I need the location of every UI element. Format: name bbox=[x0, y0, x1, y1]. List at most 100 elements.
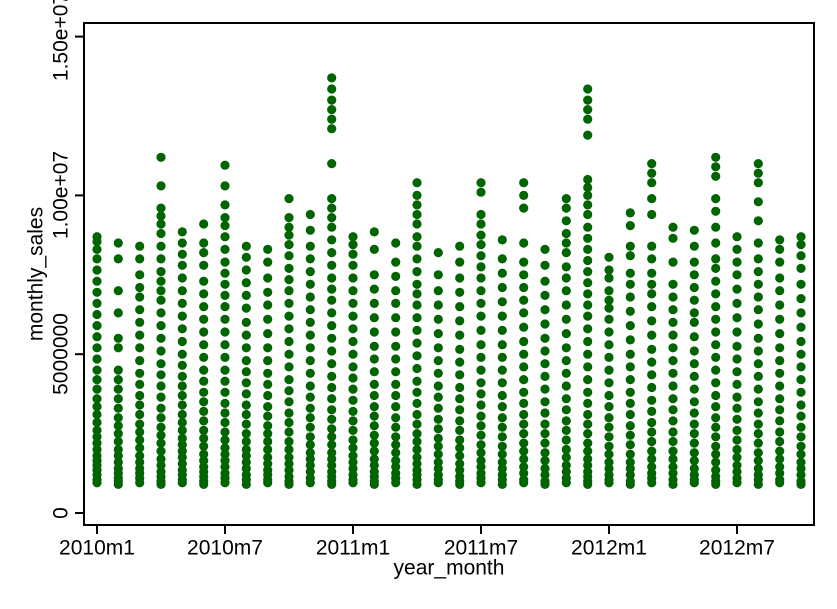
data-point bbox=[412, 363, 422, 374]
data-point bbox=[305, 440, 315, 450]
data-point bbox=[732, 257, 742, 267]
data-point bbox=[177, 446, 187, 456]
data-point bbox=[156, 460, 166, 470]
data-point bbox=[625, 251, 635, 261]
data-point bbox=[199, 365, 209, 375]
data-point bbox=[412, 398, 422, 408]
data-point bbox=[199, 441, 209, 451]
data-point bbox=[519, 203, 529, 213]
data-point bbox=[135, 330, 145, 340]
data-point bbox=[305, 241, 315, 251]
data-point bbox=[625, 292, 635, 302]
data-point bbox=[220, 376, 230, 386]
data-point bbox=[241, 451, 251, 461]
data-point bbox=[583, 454, 593, 464]
data-point bbox=[369, 446, 379, 456]
data-point bbox=[92, 276, 102, 286]
data-point bbox=[455, 425, 465, 435]
data-point bbox=[263, 411, 273, 421]
data-point bbox=[263, 379, 273, 389]
y-tick-label: 5000000 bbox=[49, 313, 73, 396]
data-point bbox=[92, 444, 102, 455]
data-point bbox=[561, 343, 571, 353]
data-point bbox=[647, 289, 657, 299]
data-point bbox=[241, 367, 251, 377]
data-point bbox=[668, 405, 678, 415]
data-point bbox=[625, 306, 635, 316]
data-point bbox=[775, 329, 785, 339]
data-point bbox=[753, 319, 763, 329]
data-point bbox=[327, 371, 337, 381]
data-point bbox=[476, 468, 486, 478]
data-point bbox=[732, 403, 742, 413]
data-point bbox=[519, 238, 529, 248]
data-point bbox=[455, 459, 465, 469]
data-point bbox=[92, 417, 102, 428]
data-point bbox=[220, 244, 230, 254]
data-point bbox=[327, 114, 337, 124]
data-point bbox=[220, 290, 230, 300]
x-tick-label: 2011m1 bbox=[315, 536, 391, 560]
data-point bbox=[455, 302, 465, 312]
data-point bbox=[732, 313, 742, 323]
data-point bbox=[369, 367, 379, 377]
data-point bbox=[177, 260, 187, 270]
data-point bbox=[220, 462, 230, 472]
data-point bbox=[455, 451, 465, 461]
data-point bbox=[177, 349, 187, 359]
data-point bbox=[583, 174, 593, 185]
data-point bbox=[305, 454, 315, 464]
data-point bbox=[604, 286, 614, 296]
data-point bbox=[647, 468, 657, 478]
data-point bbox=[540, 346, 550, 356]
data-point bbox=[540, 408, 550, 418]
data-point bbox=[305, 460, 315, 470]
data-point bbox=[391, 456, 401, 466]
data-point bbox=[753, 197, 763, 207]
data-point bbox=[583, 130, 593, 140]
data-point bbox=[327, 73, 337, 83]
data-point bbox=[241, 343, 251, 353]
data-point bbox=[604, 295, 614, 305]
x-tick-label: 2012m7 bbox=[699, 536, 775, 560]
data-point bbox=[455, 443, 465, 453]
data-point bbox=[135, 305, 145, 315]
data-point bbox=[156, 241, 166, 251]
data-point bbox=[711, 276, 721, 286]
data-point bbox=[455, 357, 465, 367]
data-point bbox=[476, 448, 486, 458]
data-point bbox=[583, 182, 593, 193]
data-point bbox=[241, 241, 251, 251]
data-point bbox=[177, 360, 187, 370]
data-point bbox=[412, 254, 422, 264]
data-point bbox=[561, 473, 571, 483]
data-point bbox=[199, 449, 209, 459]
data-point bbox=[263, 257, 273, 267]
data-point bbox=[369, 379, 379, 389]
data-point bbox=[668, 222, 678, 232]
data-point bbox=[284, 444, 294, 455]
data-point bbox=[327, 248, 337, 258]
data-point bbox=[775, 244, 785, 254]
data-point bbox=[369, 421, 379, 431]
data-point bbox=[220, 449, 230, 459]
data-point bbox=[156, 359, 166, 369]
data-point bbox=[327, 440, 337, 450]
data-point bbox=[135, 390, 145, 401]
data-point bbox=[561, 314, 571, 324]
data-point bbox=[369, 227, 379, 237]
data-point bbox=[753, 371, 763, 381]
data-point bbox=[775, 462, 785, 472]
data-point bbox=[263, 436, 273, 447]
data-point bbox=[156, 454, 166, 464]
data-point bbox=[369, 454, 379, 464]
data-point bbox=[540, 429, 550, 439]
data-point bbox=[796, 251, 806, 261]
data-point bbox=[668, 427, 678, 437]
data-point bbox=[753, 178, 763, 188]
data-point bbox=[497, 325, 507, 335]
data-point bbox=[668, 305, 678, 315]
data-point bbox=[327, 467, 337, 477]
data-point bbox=[732, 392, 742, 402]
data-point bbox=[284, 286, 294, 296]
